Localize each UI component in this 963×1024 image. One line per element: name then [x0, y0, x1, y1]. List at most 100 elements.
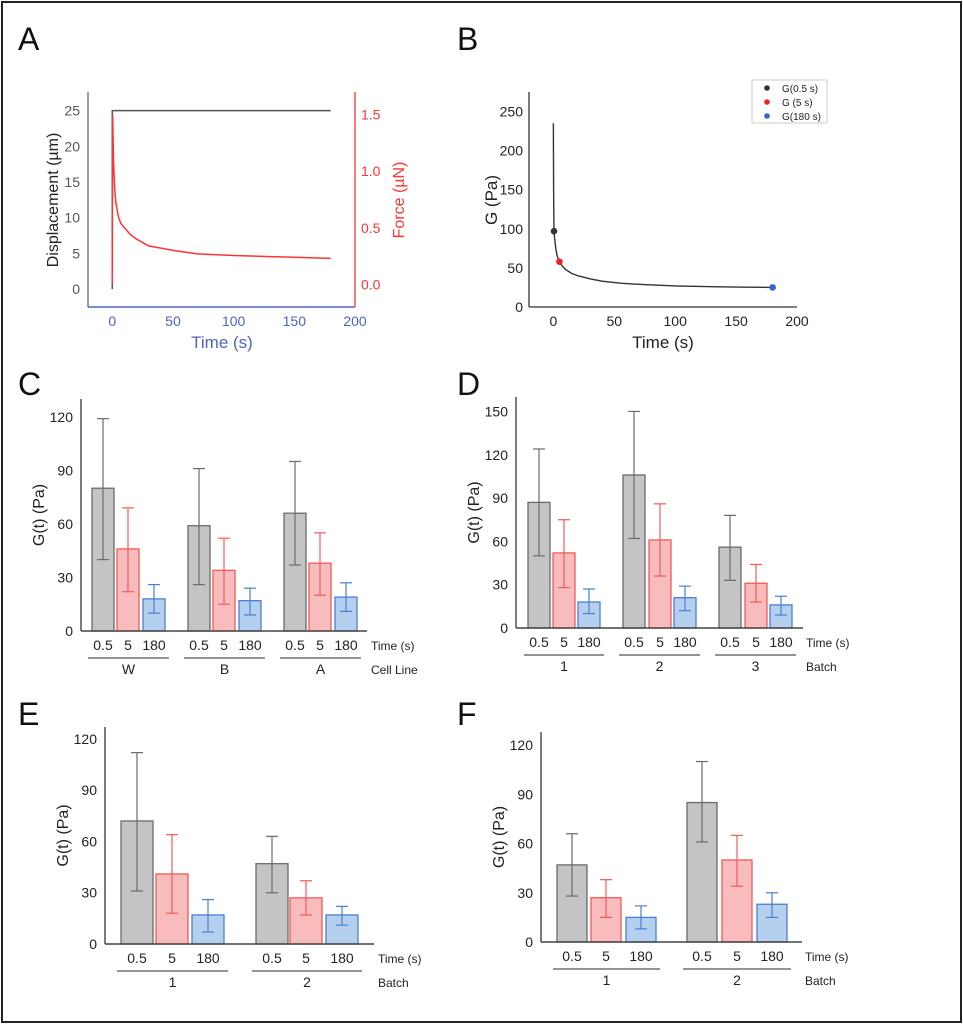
d-y-axis-label: G(t) (Pa) — [466, 481, 483, 543]
a-x-tick-label: 0 — [108, 313, 116, 329]
panel-label-b: B — [457, 21, 478, 57]
c-y-tick-label: 30 — [57, 569, 73, 585]
b-y-axis-label: G (Pa) — [482, 175, 501, 225]
d-y-tick-label: 60 — [492, 533, 508, 549]
f-time-tick-label: 5 — [602, 948, 610, 964]
e-time-tick-label: 0.5 — [127, 950, 147, 966]
d-x-axis-label: Time (s) — [806, 636, 850, 650]
a-y-axis-label: Displacement (µm) — [45, 133, 62, 268]
e-x-axis-label: Time (s) — [378, 952, 422, 966]
d-y-tick-label: 0 — [500, 620, 508, 636]
f-y-tick-label: 60 — [517, 836, 533, 852]
e-time-tick-label: 5 — [168, 950, 176, 966]
c-group-axis-label: Cell Line — [371, 663, 418, 677]
b-x-tick-label: 50 — [606, 313, 622, 329]
d-time-tick-label: 0.5 — [720, 634, 740, 650]
b-legend-marker-2 — [764, 113, 770, 119]
f-time-tick-label: 5 — [733, 948, 741, 964]
a-y2-tick-label: 1.5 — [361, 107, 381, 123]
b-y-tick-label: 250 — [500, 104, 524, 120]
b-point-1 — [556, 258, 563, 265]
d-time-tick-label: 180 — [673, 634, 697, 650]
c-time-tick-label: 0.5 — [93, 637, 113, 653]
c-group-label: W — [122, 661, 136, 677]
c-y-axis-label: G(t) (Pa) — [31, 484, 48, 546]
d-time-tick-label: 0.5 — [624, 634, 644, 650]
f-y-tick-label: 90 — [517, 786, 533, 802]
a-x-axis-label: Time (s) — [191, 333, 253, 352]
panel-label-d: D — [457, 366, 480, 402]
b-legend-marker-1 — [764, 99, 770, 105]
e-y-tick-label: 90 — [81, 782, 97, 798]
f-group-label: 1 — [603, 972, 611, 988]
c-y-tick-label: 60 — [57, 516, 73, 532]
f-time-tick-label: 0.5 — [692, 948, 712, 964]
c-time-tick-label: 5 — [124, 637, 132, 653]
panel-label-e: E — [18, 696, 39, 732]
c-group-label: B — [220, 661, 229, 677]
c-y-tick-label: 0 — [65, 623, 73, 639]
d-time-tick-label: 180 — [769, 634, 793, 650]
f-y-tick-label: 0 — [525, 934, 533, 950]
a-y-tick-label: 5 — [72, 245, 80, 261]
a-x-tick-label: 200 — [343, 313, 367, 329]
d-y-tick-label: 150 — [485, 403, 509, 419]
c-y-tick-label: 120 — [50, 409, 74, 425]
e-y-tick-label: 30 — [81, 885, 97, 901]
b-y-tick-label: 150 — [500, 182, 524, 198]
c-time-tick-label: 180 — [238, 637, 262, 653]
b-y-tick-label: 0 — [515, 299, 523, 315]
a-y-tick-label: 15 — [64, 174, 80, 190]
b-y-tick-label: 50 — [507, 260, 523, 276]
e-time-tick-label: 0.5 — [262, 950, 282, 966]
b-x-tick-label: 200 — [785, 313, 809, 329]
d-time-tick-label: 180 — [577, 634, 601, 650]
c-time-tick-label: 180 — [142, 637, 166, 653]
d-group-label: 2 — [656, 658, 664, 674]
b-y-tick-label: 200 — [500, 143, 524, 159]
d-time-tick-label: 5 — [752, 634, 760, 650]
c-time-tick-label: 0.5 — [189, 637, 209, 653]
d-time-tick-label: 5 — [656, 634, 664, 650]
d-group-label: 1 — [560, 658, 568, 674]
b-g-curve — [552, 123, 773, 289]
a-force-line — [111, 114, 331, 285]
b-point-2 — [769, 284, 776, 291]
e-y-tick-label: 120 — [74, 731, 98, 747]
f-x-axis-label: Time (s) — [805, 950, 849, 964]
d-group-label: 3 — [752, 658, 760, 674]
a-x-tick-label: 50 — [165, 313, 181, 329]
e-group-label: 2 — [303, 974, 311, 990]
d-time-tick-label: 5 — [560, 634, 568, 650]
e-group-axis-label: Batch — [378, 976, 409, 990]
d-group-axis-label: Batch — [806, 660, 837, 674]
c-time-tick-label: 5 — [316, 637, 324, 653]
f-y-tick-label: 120 — [510, 737, 534, 753]
e-y-tick-label: 0 — [89, 936, 97, 952]
b-legend-label: G(0.5 s) — [782, 84, 818, 95]
b-legend-marker-0 — [764, 85, 770, 91]
d-y-tick-label: 120 — [485, 447, 509, 463]
a-x-tick-label: 150 — [283, 313, 307, 329]
a-y2-tick-label: 0.5 — [361, 220, 381, 236]
b-x-axis-label: Time (s) — [632, 333, 694, 352]
c-time-tick-label: 180 — [334, 637, 358, 653]
a-y2-axis-label: Force (µN) — [391, 162, 408, 239]
f-time-tick-label: 180 — [629, 948, 653, 964]
panel-label-f: F — [457, 696, 477, 732]
b-x-tick-label: 100 — [664, 313, 688, 329]
b-y-tick-label: 100 — [500, 221, 524, 237]
e-time-tick-label: 5 — [302, 950, 310, 966]
f-y-axis-label: G(t) (Pa) — [491, 806, 508, 868]
e-time-tick-label: 180 — [196, 950, 220, 966]
a-y-tick-label: 10 — [64, 210, 80, 226]
c-y-tick-label: 90 — [57, 462, 73, 478]
a-y-tick-label: 0 — [72, 281, 80, 297]
a-y-tick-label: 25 — [64, 103, 80, 119]
b-x-tick-label: 0 — [549, 313, 557, 329]
b-legend-label: G (5 s) — [782, 98, 813, 109]
e-y-tick-label: 60 — [81, 833, 97, 849]
c-x-axis-label: Time (s) — [371, 639, 415, 653]
b-legend-label: G(180 s) — [782, 112, 821, 123]
